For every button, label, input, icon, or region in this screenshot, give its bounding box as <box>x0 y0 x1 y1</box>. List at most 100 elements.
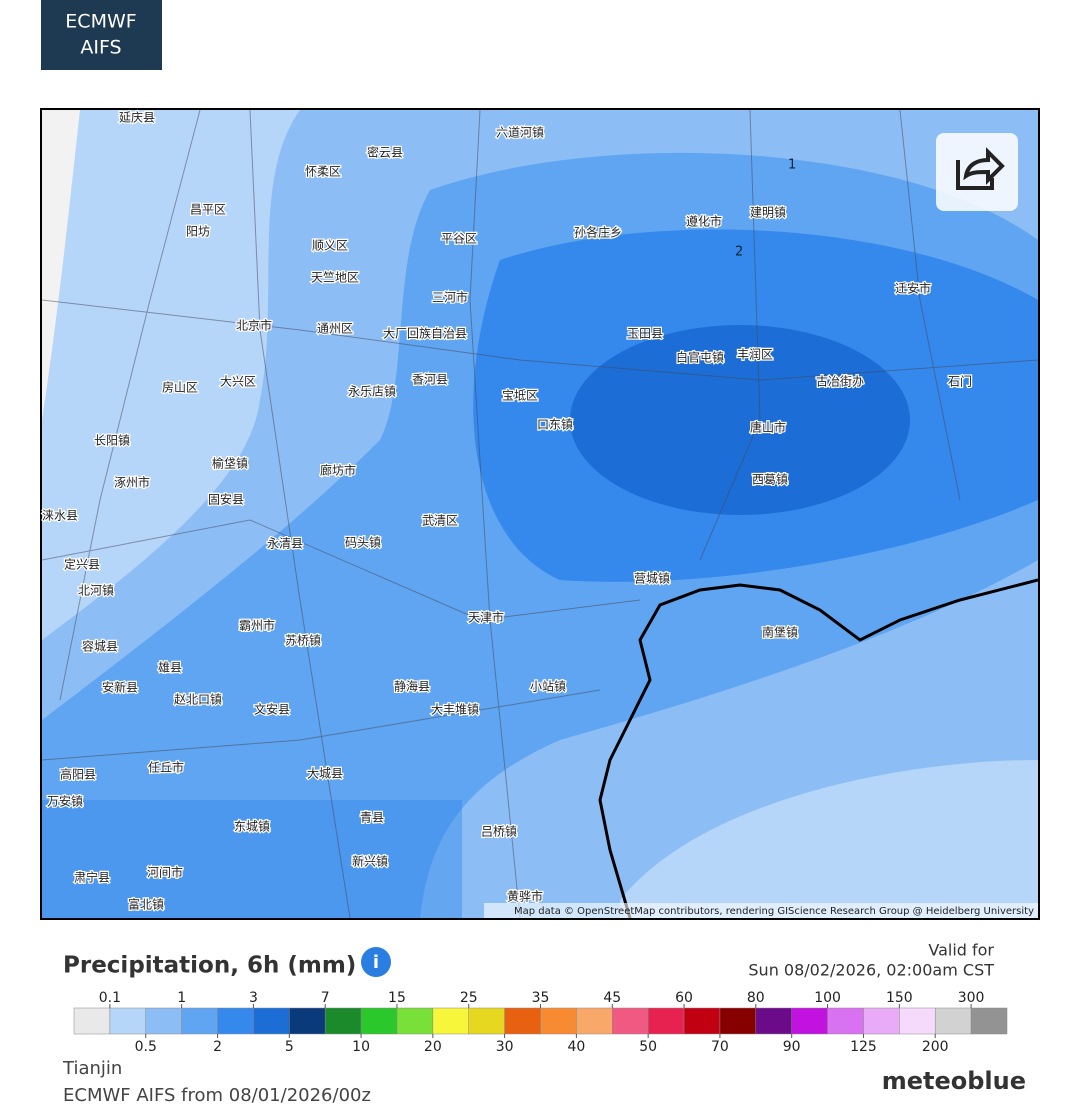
scale-label: 5 <box>285 1039 294 1055</box>
place-label: 建明镇 <box>750 206 786 220</box>
scale-label: 0.5 <box>135 1039 157 1055</box>
scale-box <box>576 1007 613 1035</box>
place-label: 赵北口镇 <box>174 693 222 707</box>
badge-line: AIFS <box>80 37 121 59</box>
place-label: 北京市 <box>236 318 272 333</box>
scale-label: 60 <box>675 990 693 1006</box>
place-label: 唐山市 <box>750 420 786 435</box>
scale-label: 50 <box>639 1039 657 1055</box>
place-label: 任丘市 <box>148 760 184 775</box>
scale-box <box>647 1007 685 1035</box>
place-label: 口东镇 <box>537 418 573 432</box>
place-label: 白官屯镇 <box>676 350 724 365</box>
scale-label: 15 <box>388 990 406 1006</box>
scale-box <box>683 1007 721 1035</box>
place-label: 大城县 <box>307 767 343 781</box>
place-label: 石门 <box>948 374 972 389</box>
place-label: 昌平区 <box>190 203 226 217</box>
place-label: 苏桥镇 <box>285 634 321 648</box>
place-label: 青县 <box>360 811 384 825</box>
scale-label: 30 <box>496 1039 514 1055</box>
place-label: 宝坻区 <box>502 388 538 403</box>
place-label: 天竺地区 <box>311 270 359 285</box>
place-label: 黄骅市 <box>507 889 543 904</box>
place-label: 阳坊 <box>186 224 210 239</box>
map-frame <box>40 108 1040 920</box>
scale-label: 3 <box>249 990 258 1006</box>
place-label: 营城镇 <box>634 572 670 586</box>
scale-box <box>217 1007 254 1035</box>
place-label: 怀柔区 <box>305 165 341 179</box>
scale-label: 2 <box>213 1039 222 1055</box>
place-label: 迁安市 <box>895 281 931 296</box>
scale-box <box>73 1007 111 1035</box>
legend-title: Precipitation, 6h (mm) <box>63 953 356 979</box>
scale-label: 125 <box>850 1039 877 1055</box>
scale-label: 45 <box>603 990 621 1006</box>
scale-label: 70 <box>711 1039 729 1055</box>
share-icon[interactable] <box>956 147 1005 190</box>
place-label: 码头镇 <box>345 536 381 550</box>
place-label: 高阳县 <box>60 767 96 782</box>
scale-box <box>145 1007 182 1035</box>
place-label: 涞水县 <box>42 509 78 523</box>
place-label: 六道河镇 <box>496 126 544 140</box>
scale-label: 7 <box>321 990 330 1006</box>
place-label: 平谷区 <box>441 232 477 246</box>
place-label: 雄县 <box>158 660 182 675</box>
place-label: 通州区 <box>317 322 353 336</box>
place-label: 涿州市 <box>114 475 150 490</box>
place-label: 定兴县 <box>64 557 100 572</box>
place-label: 富北镇 <box>128 897 164 912</box>
model-badge <box>41 0 162 70</box>
scale-box <box>360 1007 398 1035</box>
scale-box <box>791 1007 828 1035</box>
info-icon[interactable] <box>361 947 391 977</box>
info-glyph[interactable]: i <box>373 952 379 973</box>
scale-box <box>181 1007 218 1035</box>
place-label: 顺义区 <box>312 239 348 253</box>
place-label: 廊坊市 <box>320 463 356 478</box>
scale-label: 200 <box>922 1039 949 1055</box>
place-label: 文安县 <box>254 702 290 717</box>
place-label: 遵化市 <box>686 214 722 229</box>
place-label: 延庆县 <box>119 111 155 125</box>
contour-label: 1 <box>788 158 796 173</box>
place-label: 南堡镇 <box>762 625 798 640</box>
place-label: 房山区 <box>162 380 198 395</box>
contour-label: 2 <box>735 245 743 260</box>
scale-box <box>899 1007 936 1035</box>
badge-line: ECMWF <box>65 11 136 33</box>
place-label: 固安县 <box>208 492 244 507</box>
place-label: 吕桥镇 <box>481 825 517 839</box>
valid-time: Sun 08/02/2026, 02:00am CST <box>748 961 994 980</box>
valid-label: Valid for <box>928 941 994 960</box>
place-label: 大兴区 <box>220 375 256 389</box>
scale-box <box>827 1007 864 1035</box>
place-label: 永清县 <box>267 537 303 551</box>
attribution: Map data © OpenStreetMap contributors, r… <box>514 906 1034 917</box>
place-label: 东城镇 <box>234 820 270 834</box>
attribution-bg <box>484 903 1038 918</box>
scale-box <box>289 1007 326 1035</box>
place-label: 长阳镇 <box>94 434 130 448</box>
scale-box <box>468 1007 505 1035</box>
scale-box <box>612 1007 649 1035</box>
place-label: 安新县 <box>102 680 138 695</box>
scale-box <box>253 1007 290 1035</box>
place-label: 大丰堆镇 <box>431 703 479 717</box>
scale-label: 150 <box>886 990 913 1006</box>
place-label: 容城县 <box>82 639 118 654</box>
place-label: 密云县 <box>367 145 403 160</box>
place-label: 小站镇 <box>530 680 566 694</box>
place-label: 大厂回族自治县 <box>383 327 467 341</box>
color-scale: 0.10.51235710152025303540455060708090100… <box>73 990 1008 1055</box>
place-label: 北河镇 <box>78 584 114 598</box>
place-label: 榆垡镇 <box>212 456 248 471</box>
scale-box <box>432 1007 469 1035</box>
scale-box <box>719 1007 757 1035</box>
place-label: 孙各庄乡 <box>574 225 622 240</box>
place-label: 新兴镇 <box>352 854 388 869</box>
